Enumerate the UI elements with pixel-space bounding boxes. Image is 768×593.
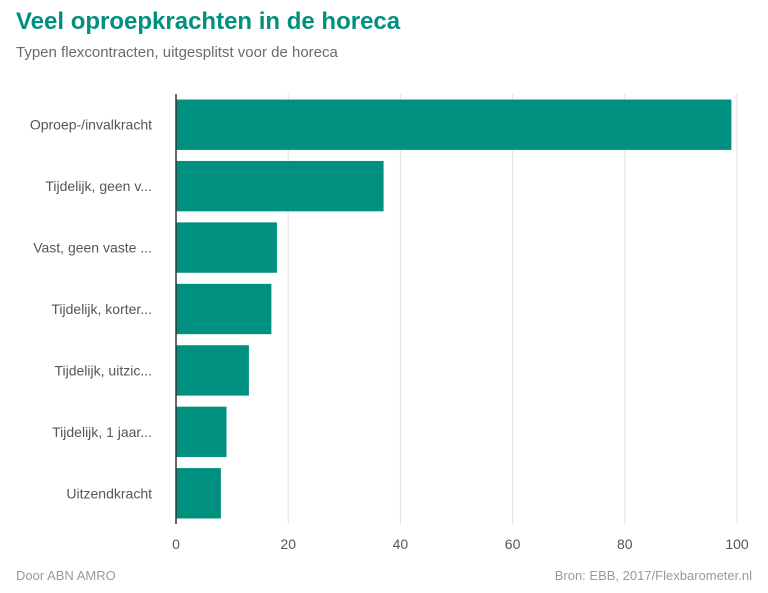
gridlines — [287, 94, 738, 524]
bars — [176, 99, 732, 519]
x-tick-label: 100 — [725, 536, 749, 552]
bar[interactable] — [176, 222, 277, 273]
footer-source: Bron: EBB, 2017/Flexbarometer.nl — [554, 568, 752, 583]
x-tick-label: 80 — [617, 536, 633, 552]
x-tick-label: 60 — [505, 536, 521, 552]
bar[interactable] — [176, 99, 732, 150]
x-tick-label: 0 — [172, 536, 180, 552]
x-tick-label: 40 — [393, 536, 409, 552]
category-label: Tijdelijk, geen v... — [45, 178, 152, 194]
x-tick-label: 20 — [280, 536, 296, 552]
x-axis-ticks: 0 20 40 60 80 100 — [172, 536, 749, 552]
category-label: Oproep-/invalkracht — [30, 117, 152, 133]
category-label: Tijdelijk, 1 jaar... — [52, 424, 152, 440]
bar[interactable] — [176, 345, 249, 396]
bar[interactable] — [176, 160, 384, 212]
bar[interactable] — [176, 283, 272, 335]
chart-title: Veel oproepkrachten in de horeca — [16, 8, 401, 35]
chart-subtitle: Typen flexcontracten, uitgesplitst voor … — [16, 44, 338, 61]
category-labels: Oproep-/invalkracht Tijdelijk, geen v... V… — [30, 117, 152, 502]
bar[interactable] — [176, 468, 221, 519]
bar[interactable] — [176, 406, 227, 458]
category-label: Tijdelijk, uitzic... — [54, 362, 152, 378]
bar-chart: Oproep-/invalkracht Tijdelijk, geen v... V… — [30, 94, 749, 552]
category-label: Tijdelijk, korter... — [51, 301, 152, 317]
category-label: Uitzendkracht — [66, 485, 152, 501]
category-label: Vast, geen vaste ... — [33, 240, 152, 256]
footer-credit: Door ABN AMRO — [16, 568, 116, 583]
